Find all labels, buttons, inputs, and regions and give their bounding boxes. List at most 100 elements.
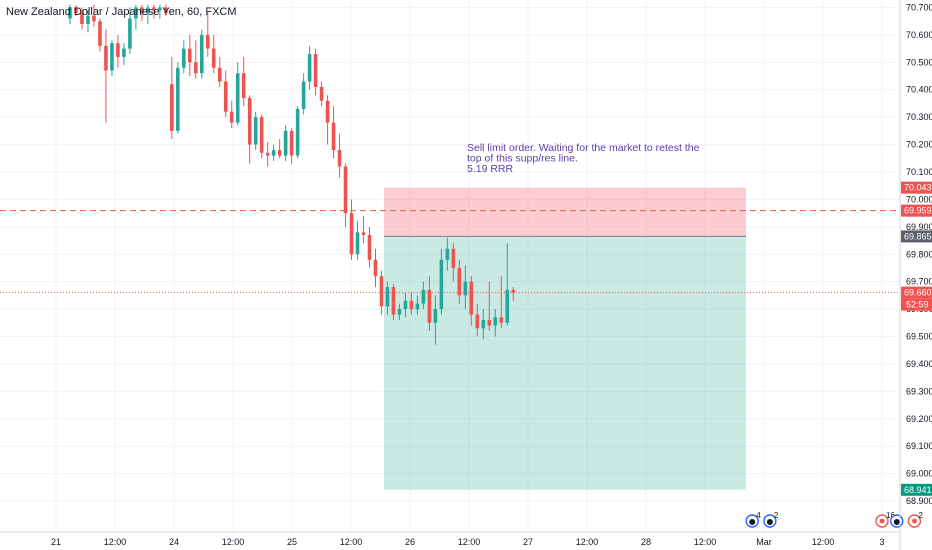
candle-body (469, 281, 474, 315)
candle-body (493, 317, 498, 326)
idea-event-dot-icon (766, 519, 773, 525)
candle-body (373, 259, 378, 277)
y-tick-label: 69.000 (906, 469, 932, 479)
x-tick-label: 12:00 (340, 537, 363, 547)
event-marker[interactable]: 2 (763, 511, 779, 528)
horizontal-lines (0, 210, 900, 294)
candle-body (116, 43, 120, 57)
candle-body (158, 7, 162, 11)
x-tick-label: 21 (51, 537, 61, 547)
price-badge-label: 69.660 (904, 288, 932, 298)
candle-body (253, 117, 258, 145)
note-line: Sell limit order. Waiting for the market… (467, 142, 700, 154)
idea-event-dot-icon (749, 519, 756, 525)
candle-body (349, 213, 354, 255)
short-position-tool[interactable] (384, 187, 746, 490)
price-badges: 70.043 69.959 69.865 69.660 68.941 52:59 (901, 181, 932, 496)
candle-body (385, 287, 390, 307)
candle-body (134, 7, 138, 19)
candle-body (499, 317, 504, 323)
x-tick-label: 12:00 (694, 537, 717, 547)
price-badge-label: 69.959 (904, 206, 932, 216)
candle-body (337, 150, 342, 167)
x-tick-label: 3 (879, 537, 884, 547)
candle-body (361, 232, 366, 236)
candle-body (241, 73, 246, 98)
position-note: Sell limit order. Waiting for the market… (467, 142, 700, 175)
candle-body (505, 289, 510, 323)
candle-body (307, 54, 312, 82)
stop-zone[interactable] (384, 187, 746, 237)
candle-body (188, 48, 192, 63)
y-tick-label: 69.200 (906, 414, 932, 424)
candle-body (80, 12, 84, 24)
y-tick-label: 69.900 (906, 222, 932, 232)
candle-body (223, 81, 228, 112)
candle-body (92, 15, 96, 22)
candle-body (182, 48, 186, 68)
event-count: 16 (886, 511, 895, 520)
candle-body (367, 235, 372, 260)
price-badge (901, 286, 932, 299)
candle-body (463, 281, 468, 296)
candle-body (140, 7, 144, 13)
y-tick-label: 69.100 (906, 441, 932, 451)
candle-body (211, 48, 216, 68)
event-marker[interactable]: 2 (907, 511, 923, 528)
y-tick-label: 69.400 (906, 359, 932, 369)
candle-body (271, 150, 276, 156)
countdown-label: 52:59 (906, 300, 929, 310)
candle-body (475, 314, 480, 329)
candle-body (277, 150, 282, 156)
target-zone[interactable] (384, 236, 746, 490)
candle-body (457, 267, 462, 296)
candle-body (265, 152, 270, 156)
candle-body (511, 289, 516, 293)
price-badge-label: 68.941 (904, 485, 932, 495)
candle-body (176, 67, 180, 131)
candle-body (295, 108, 300, 156)
candle-body (229, 111, 234, 123)
candle-body (104, 45, 108, 71)
x-tick-label: 12:00 (576, 537, 599, 547)
economic-event-dot-icon (879, 518, 885, 524)
event-marker[interactable]: 16 (875, 511, 895, 528)
candle-body (379, 276, 384, 307)
y-tick-label: 70.700 (906, 2, 932, 12)
candle-body (355, 232, 360, 255)
candle-body (421, 289, 426, 304)
y-tick-label: 70.500 (906, 57, 932, 67)
candle-body (415, 303, 420, 310)
candle-body (481, 320, 486, 329)
x-tick-label: 12:00 (222, 537, 245, 547)
symbol-title: New Zealand Dollar / Japanese Yen, 60, F… (6, 6, 237, 18)
candle-body (110, 43, 114, 71)
candle-body (205, 34, 210, 49)
candle-body (331, 122, 336, 151)
x-tick-label: 24 (169, 537, 179, 547)
event-marker[interactable] (890, 514, 904, 528)
candle-body (391, 287, 396, 315)
x-tick-label: 27 (523, 537, 533, 547)
candle-body (343, 166, 348, 214)
candle-body (433, 309, 438, 323)
x-tick-label: 25 (287, 537, 297, 547)
note-line: 5.19 RRR (467, 163, 514, 175)
candle-body (487, 320, 492, 326)
x-tick-label: 12:00 (812, 537, 835, 547)
y-tick-label: 70.000 (906, 194, 932, 204)
candle-body (74, 7, 78, 13)
candle-body (409, 300, 414, 310)
candle-body (319, 87, 324, 101)
price-badge (901, 204, 932, 217)
candles (68, 4, 516, 345)
event-marker[interactable]: 4 (745, 511, 761, 528)
event-markers[interactable]: 4216224 (745, 511, 932, 528)
candle-body (259, 117, 264, 153)
y-tick-label: 70.600 (906, 30, 932, 40)
x-tick-label: 26 (405, 537, 415, 547)
candle-body (68, 7, 72, 19)
x-tick-label: 12:00 (458, 537, 481, 547)
